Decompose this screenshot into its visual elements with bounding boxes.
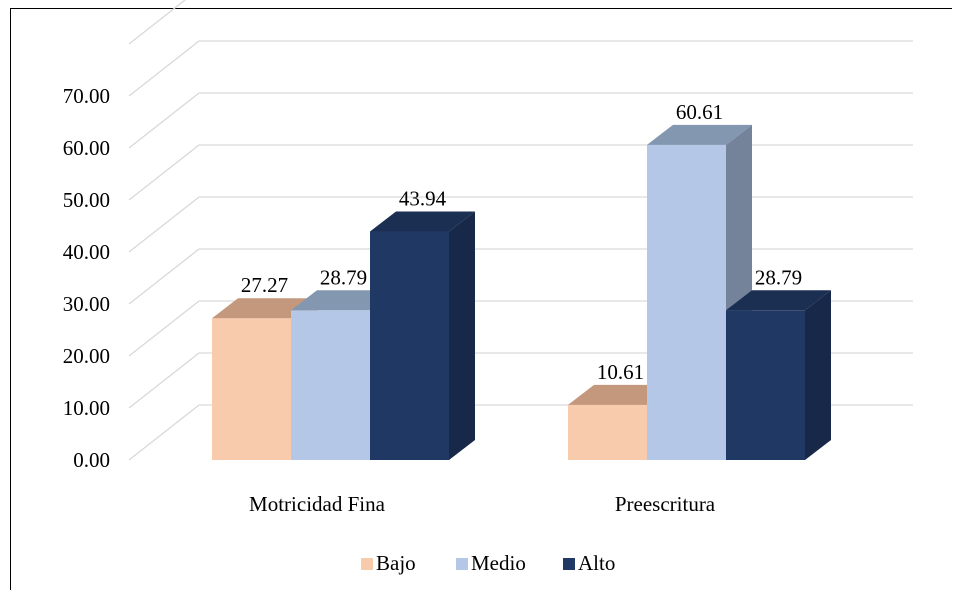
bar-alto-motricidad-fina (370, 211, 475, 460)
bar-top (726, 290, 831, 311)
legend-swatch (361, 558, 373, 570)
bar-alto-preescritura (726, 290, 831, 460)
gridline-diagonal (128, 0, 187, 45)
gridline-diagonal (128, 248, 200, 305)
bar-front (370, 231, 449, 460)
legend-item-bajo: Bajo (361, 551, 416, 575)
bar-top (291, 290, 396, 311)
bar-top (568, 384, 673, 405)
data-labels: 27.27 28.79 43.94 10.61 60.61 28.79 (241, 100, 802, 384)
gridline-diagonal (128, 92, 200, 149)
y-tick-label: 0.00 (73, 448, 110, 472)
legend-label: Bajo (376, 551, 416, 575)
bar-front (212, 318, 291, 460)
y-tick-label: 10.00 (63, 396, 110, 420)
x-axis: Motricidad Fina Preescritura (249, 492, 716, 516)
gridline-diagonal (128, 144, 200, 201)
y-tick-label: 70.00 (63, 84, 110, 108)
gridline-diagonal (128, 352, 200, 409)
bar-top (370, 211, 475, 232)
data-label: 28.79 (320, 265, 367, 289)
y-tick-label: 30.00 (63, 292, 110, 316)
legend-label: Alto (578, 551, 615, 575)
data-label: 28.79 (755, 265, 802, 289)
y-tick-label: 40.00 (63, 240, 110, 264)
chart-frame (10, 8, 952, 590)
data-label: 43.94 (399, 187, 447, 211)
y-tick-label: 50.00 (63, 188, 110, 212)
data-label: 10.61 (597, 360, 644, 384)
x-tick-label: Motricidad Fina (249, 492, 386, 516)
x-tick-label: Preescritura (615, 492, 716, 516)
data-label: 27.27 (241, 273, 288, 297)
bar-top (212, 298, 317, 319)
legend-item-alto: Alto (563, 551, 615, 575)
bar-front (726, 310, 805, 460)
y-tick-label: 20.00 (63, 344, 110, 368)
y-axis: 0.00 10.00 20.00 30.00 40.00 50.00 60.00 70.00 (63, 84, 110, 472)
y-tick-label: 60.00 (63, 136, 110, 160)
legend-item-medio: Medio (456, 551, 526, 575)
bar-front (568, 404, 647, 460)
legend: Bajo Medio Alto (361, 551, 615, 575)
bar-side (449, 211, 475, 460)
legend-swatch (456, 558, 468, 570)
bars (212, 124, 831, 460)
gridline-diagonal (128, 196, 200, 253)
legend-swatch (563, 558, 575, 570)
legend-label: Medio (471, 551, 526, 575)
bar-front (291, 310, 370, 460)
bar-side (805, 290, 831, 460)
gridline-diagonal (128, 40, 200, 97)
bar-front (647, 144, 726, 460)
gridline-diagonal (128, 300, 200, 357)
gridline-diagonal (128, 404, 200, 461)
data-label: 60.61 (676, 100, 723, 124)
bar-top (647, 124, 752, 145)
